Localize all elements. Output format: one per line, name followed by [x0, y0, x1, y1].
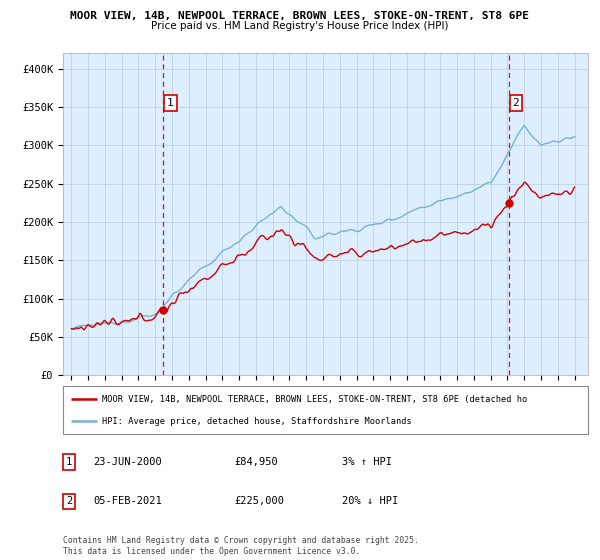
- Text: 2: 2: [512, 98, 519, 108]
- Text: MOOR VIEW, 14B, NEWPOOL TERRACE, BROWN LEES, STOKE-ON-TRENT, ST8 6PE: MOOR VIEW, 14B, NEWPOOL TERRACE, BROWN L…: [71, 11, 530, 21]
- Text: 2: 2: [66, 496, 72, 506]
- Text: 1: 1: [167, 98, 174, 108]
- Text: £225,000: £225,000: [234, 496, 284, 506]
- Text: 20% ↓ HPI: 20% ↓ HPI: [342, 496, 398, 506]
- Text: £84,950: £84,950: [234, 457, 278, 467]
- Text: 1: 1: [66, 457, 72, 467]
- Text: 3% ↑ HPI: 3% ↑ HPI: [342, 457, 392, 467]
- Text: 05-FEB-2021: 05-FEB-2021: [93, 496, 162, 506]
- Text: MOOR VIEW, 14B, NEWPOOL TERRACE, BROWN LEES, STOKE-ON-TRENT, ST8 6PE (detached h: MOOR VIEW, 14B, NEWPOOL TERRACE, BROWN L…: [103, 395, 527, 404]
- Text: Price paid vs. HM Land Registry's House Price Index (HPI): Price paid vs. HM Land Registry's House …: [151, 21, 449, 31]
- Text: HPI: Average price, detached house, Staffordshire Moorlands: HPI: Average price, detached house, Staf…: [103, 417, 412, 426]
- FancyBboxPatch shape: [63, 386, 588, 434]
- Text: 23-JUN-2000: 23-JUN-2000: [93, 457, 162, 467]
- Text: Contains HM Land Registry data © Crown copyright and database right 2025.
This d: Contains HM Land Registry data © Crown c…: [63, 536, 419, 556]
